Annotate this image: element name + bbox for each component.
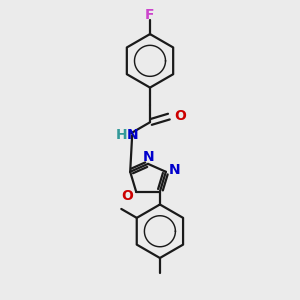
Text: H: H — [116, 128, 127, 142]
Text: N: N — [126, 128, 138, 142]
Text: O: O — [174, 109, 186, 123]
Text: N: N — [169, 163, 181, 177]
Text: F: F — [145, 8, 155, 22]
Text: O: O — [121, 189, 133, 202]
Text: N: N — [143, 150, 154, 164]
